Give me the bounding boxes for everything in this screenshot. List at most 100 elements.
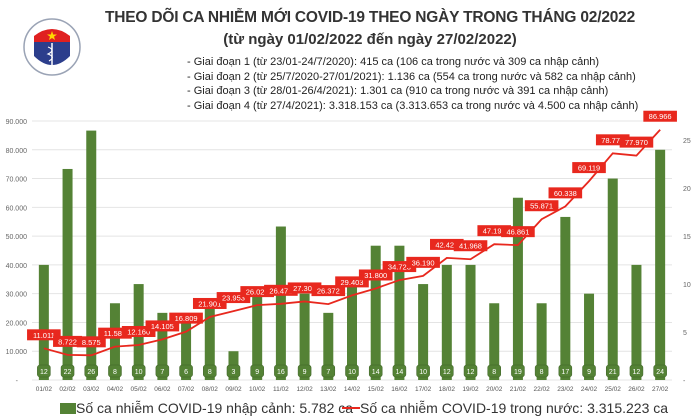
- bar-value-badge: [392, 364, 407, 378]
- bar-value-badge: [511, 364, 525, 378]
- chart-subtitle: (từ ngày 01/02/2022 đến ngày 27/02/2022): [223, 31, 517, 48]
- category-label: 15/02: [368, 386, 385, 393]
- line-value-label: 47.192: [483, 227, 506, 236]
- category-label: 24/02: [581, 386, 598, 393]
- right-axis-tick: 25: [683, 138, 691, 145]
- bar-value-label: 6: [184, 369, 188, 376]
- left-axis-tick: 10.000: [6, 349, 28, 356]
- line-value-label: 11.586: [104, 329, 126, 338]
- bar-value-label: 21: [609, 369, 617, 376]
- bar-value-label: 12: [40, 369, 48, 376]
- bar-value-badge: [345, 364, 359, 378]
- bar: [204, 303, 215, 380]
- bar: [631, 264, 642, 380]
- bar: [584, 293, 595, 380]
- line-value-label: 27.302: [293, 284, 316, 293]
- bar-value-badge: [297, 364, 312, 378]
- left-axis-tick: 90.000: [6, 119, 28, 126]
- line-value-badge: [572, 162, 606, 174]
- bar: [86, 130, 97, 380]
- category-label: 07/02: [178, 386, 195, 393]
- left-axis-tick: -: [16, 378, 19, 385]
- bar-value-badge: [582, 364, 596, 378]
- bar-value-label: 10: [419, 369, 427, 376]
- bar: [512, 197, 523, 380]
- line-value-label: 55.871: [530, 202, 553, 211]
- line-value-badge: [453, 240, 488, 252]
- line-value-label: 21.901: [198, 299, 221, 308]
- category-label: 18/02: [439, 386, 456, 393]
- bar-value-label: 7: [326, 369, 330, 376]
- line-value-label: 14.105: [151, 322, 174, 331]
- line-value-badge: [27, 329, 61, 341]
- line-value-label: 8.575: [82, 338, 101, 347]
- bar-value-label: 26: [87, 369, 95, 376]
- line-value-label: 86.966: [649, 112, 672, 121]
- bar-value-badge: [558, 364, 573, 378]
- bar-value-badge: [37, 364, 51, 378]
- line-value-badge: [98, 327, 132, 339]
- line-value-badge: [477, 225, 512, 237]
- category-label: 27/02: [652, 386, 669, 393]
- bar-value-label: 16: [277, 369, 285, 376]
- line-value-label: 31.800: [364, 271, 387, 280]
- bar: [62, 168, 73, 380]
- bar-value-badge: [155, 364, 170, 378]
- bar-value-badge: [368, 364, 383, 378]
- bar-value-label: 14: [396, 369, 404, 376]
- line-value-badge: [145, 320, 180, 332]
- category-label: 19/02: [462, 386, 479, 393]
- legend-bar: Số ca nhiễm COVID-19 nhập cảnh: 5.782 ca: [60, 400, 353, 416]
- line-value-label: 41.968: [459, 242, 482, 251]
- bar: [465, 264, 476, 380]
- line-value-badge: [216, 292, 251, 304]
- bar-value-badge: [203, 364, 217, 378]
- bar: [536, 303, 547, 380]
- bar-value-label: 9: [255, 369, 259, 376]
- bar-value-label: 7: [160, 369, 164, 376]
- category-label: 21/02: [510, 386, 527, 393]
- left-axis-tick: 20.000: [6, 320, 28, 327]
- bar-value-badge: [250, 364, 264, 378]
- bar-value-badge: [487, 364, 501, 378]
- bar-value-label: 12: [633, 369, 641, 376]
- bar: [38, 264, 49, 380]
- line-value-badge: [548, 187, 583, 199]
- line-value-badge: [53, 335, 83, 347]
- right-axis-tick: 15: [683, 234, 691, 241]
- line-value-label: 26.023: [246, 288, 269, 297]
- left-axis-tick: 40.000: [6, 263, 28, 270]
- line-value-label: 23.953: [222, 294, 245, 303]
- line-value-label: 12.160: [127, 328, 150, 337]
- bar-value-label: 8: [492, 369, 496, 376]
- line-value-badge: [406, 256, 440, 268]
- line-value-badge: [382, 261, 417, 273]
- bar: [394, 245, 405, 380]
- category-label: 02/02: [59, 386, 76, 393]
- bar-value-label: 3: [232, 369, 236, 376]
- bar-value-label: 8: [208, 369, 212, 376]
- line-value-badge: [121, 326, 156, 338]
- line-value-badge: [240, 286, 274, 298]
- bar-value-badge: [463, 364, 478, 378]
- right-axis-tick: 10: [683, 282, 691, 289]
- category-label: 22/02: [533, 386, 550, 393]
- bar-value-label: 10: [135, 369, 143, 376]
- line-value-badge: [192, 297, 227, 309]
- bar: [489, 303, 500, 380]
- bar: [157, 312, 168, 380]
- bar: [607, 178, 618, 380]
- line-value-label: 36.190: [412, 258, 435, 267]
- line-value-label: 8.722: [58, 337, 77, 346]
- line-value-label: 60.338: [554, 189, 577, 198]
- bar-value-badge: [226, 364, 241, 378]
- bar-value-label: 8: [113, 369, 117, 376]
- line-value-badge: [595, 134, 630, 146]
- bar-value-badge: [179, 364, 193, 378]
- line-value-badge: [311, 285, 346, 297]
- bar-value-label: 22: [64, 369, 72, 376]
- legend-bar-swatch: [60, 403, 76, 414]
- bar-value-badge: [629, 364, 644, 378]
- bar-value-label: 19: [514, 369, 522, 376]
- line-value-badge: [358, 269, 393, 281]
